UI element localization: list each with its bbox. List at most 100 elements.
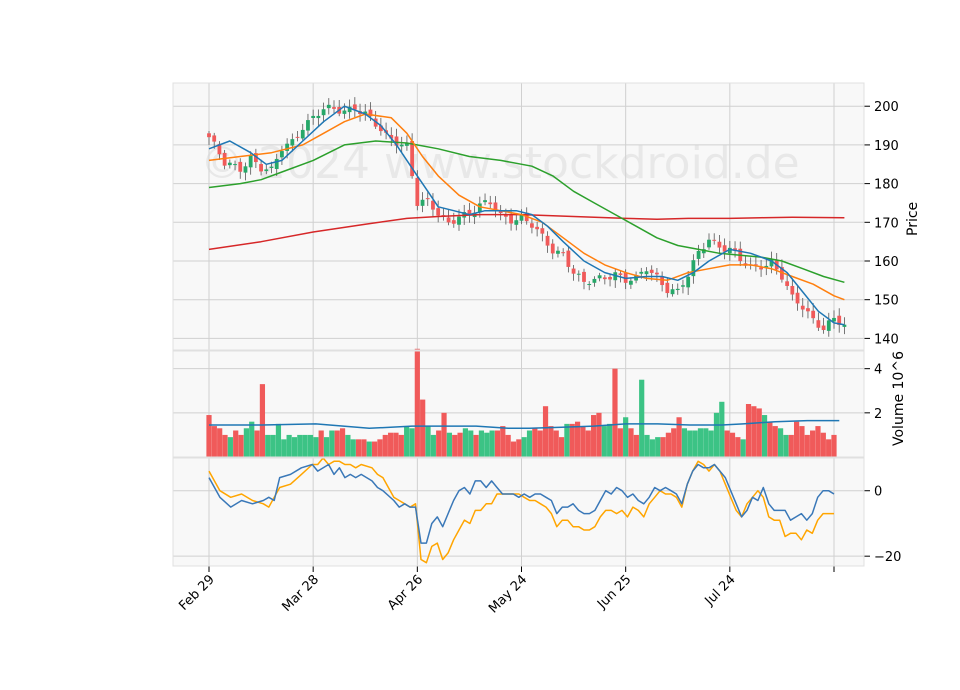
volume-bar: [323, 437, 330, 457]
volume-axis-title: Volume 10^6: [891, 351, 907, 446]
candle-body: [436, 208, 441, 216]
volume-bar: [692, 430, 698, 457]
volume-bar: [489, 430, 495, 457]
volume-bar: [382, 434, 388, 457]
candle-body: [681, 285, 685, 287]
candle-body: [597, 275, 602, 279]
volume-bar: [441, 412, 447, 457]
price-panel: [207, 97, 847, 337]
volume-bar: [815, 426, 821, 457]
candle-body: [670, 289, 675, 295]
volume-bar: [660, 437, 666, 457]
volume-bar: [452, 434, 458, 457]
volume-bar: [697, 428, 704, 457]
volume-bar: [521, 437, 527, 457]
volume-bar: [580, 426, 586, 457]
candle-body: [764, 265, 769, 268]
candle-body: [587, 284, 592, 286]
candle-body: [248, 155, 253, 168]
candle-body: [790, 285, 795, 295]
candle-body: [316, 115, 321, 119]
candle-body: [394, 136, 399, 146]
candle-body: [399, 144, 404, 147]
volume-bar: [339, 428, 346, 457]
candle-body: [722, 245, 727, 252]
candle-body: [514, 220, 519, 225]
candle-body: [644, 271, 649, 275]
volume-bar: [607, 423, 613, 457]
volume-bar: [281, 439, 287, 457]
volume-bar: [222, 434, 228, 457]
volume-bar: [500, 426, 506, 457]
volume-bar: [735, 437, 741, 457]
candle-body: [816, 320, 821, 328]
volume-bar: [740, 439, 746, 457]
volume-bar: [810, 430, 816, 457]
candle-body: [582, 271, 586, 282]
volume-bar: [596, 412, 602, 457]
volume-bar: [425, 426, 431, 457]
oscillator-main-line: [208, 463, 835, 544]
volume-bar: [532, 428, 538, 457]
candle-body: [571, 268, 576, 274]
volume-bar: [542, 406, 549, 457]
candle-body: [826, 320, 831, 331]
candle-body: [550, 243, 555, 254]
volume-bar: [526, 430, 533, 457]
candle-body: [253, 153, 258, 163]
candle-body: [243, 166, 248, 173]
osc-y-tick-label: 0: [874, 485, 882, 500]
volume-bar: [345, 434, 351, 457]
volume-bar: [633, 434, 639, 457]
volume-bar: [788, 434, 794, 457]
candle-body: [233, 164, 237, 166]
volume-bar: [655, 437, 661, 457]
candle-body: [425, 198, 430, 200]
candle-body: [326, 104, 331, 109]
candle-body: [602, 277, 607, 280]
panel-border-1: [172, 350, 865, 458]
volume-bar: [227, 437, 233, 457]
candle-body: [347, 106, 352, 113]
volume-bar: [516, 439, 522, 457]
candle-body: [457, 216, 461, 225]
candle-body: [431, 200, 435, 210]
price-y-tick-label: 140: [874, 332, 899, 347]
volume-bar: [297, 434, 303, 457]
volume-bar: [649, 439, 655, 457]
volume-bar: [355, 439, 362, 457]
volume-bar: [799, 426, 805, 457]
candle-body: [415, 177, 420, 206]
volume-bar: [404, 426, 410, 457]
candle-body: [519, 214, 524, 221]
volume-bar: [302, 434, 308, 457]
price-y-tick-label: 170: [874, 216, 899, 231]
candle-body: [227, 162, 232, 166]
volume-bar: [420, 399, 426, 457]
volume-bar: [457, 432, 463, 457]
volume-bar: [767, 421, 773, 457]
candle-body: [561, 252, 566, 254]
volume-bar: [206, 415, 212, 457]
x-tick-label: May 24: [486, 572, 530, 616]
volume-bar: [329, 430, 335, 457]
candle-body: [712, 239, 717, 241]
volume-bar: [777, 428, 784, 457]
x-tick-label: Feb 29: [176, 572, 218, 614]
candle-body: [332, 107, 336, 109]
candle-body: [483, 200, 487, 203]
volume-bar: [238, 434, 244, 457]
volume-bar: [286, 434, 292, 457]
candle-body: [540, 228, 545, 234]
x-tick-label: Apr 26: [385, 572, 426, 613]
candle-body: [795, 292, 800, 304]
volume-bar: [505, 434, 511, 457]
volume-bar: [826, 439, 832, 457]
volume-bar: [446, 432, 452, 457]
volume-bar: [478, 430, 485, 457]
candle-body: [503, 214, 508, 217]
candle-body: [707, 239, 711, 248]
volume-bar: [217, 428, 223, 457]
volume-bar: [462, 428, 469, 457]
volume-bar: [772, 426, 778, 457]
